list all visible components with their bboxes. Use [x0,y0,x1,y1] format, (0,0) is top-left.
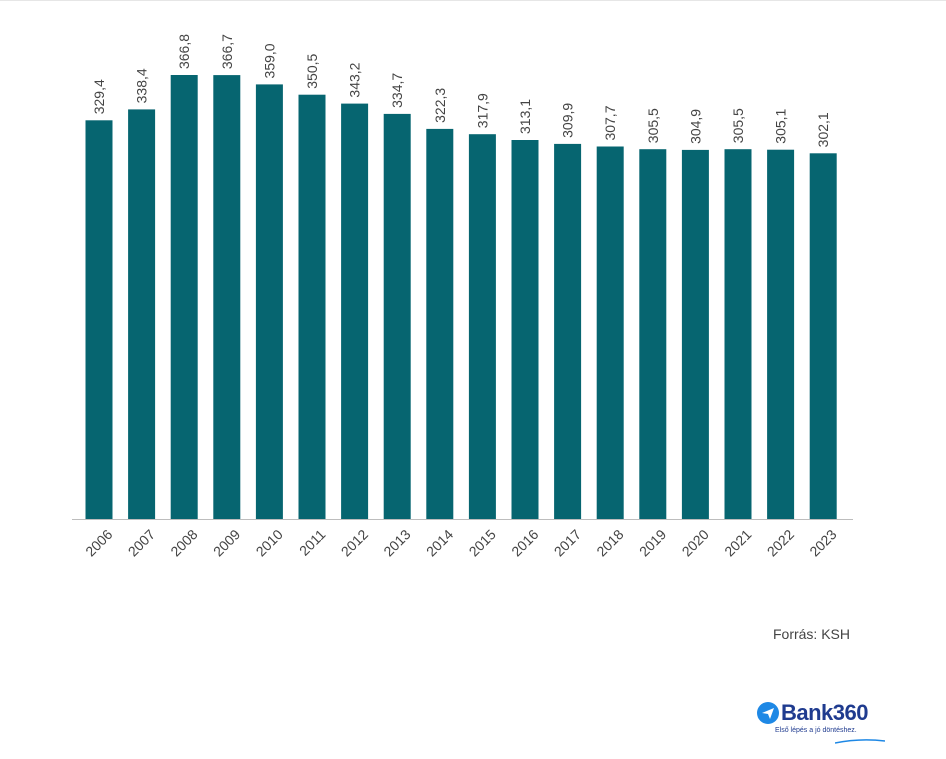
value-label: 302,1 [815,112,831,147]
x-tick-label: 2021 [721,526,754,559]
value-label: 305,5 [730,108,746,143]
value-label: 334,7 [389,73,405,108]
bar-2013 [383,113,411,520]
bar-2018 [596,146,624,519]
brand-logo: Bank360 Első lépés a jó döntéshez. [757,700,887,745]
value-label: 322,3 [432,88,448,123]
value-label: 307,7 [602,105,618,140]
bar-2008 [170,75,198,519]
x-tick-label: 2019 [636,526,669,559]
x-tick-label: 2009 [210,526,243,559]
x-tick-label: 2018 [593,526,626,559]
bar-2017 [554,143,582,519]
source-note: Forrás: KSH [772,626,850,642]
bar-chart: 329,4 2006 338,4 2007 366,8 2008 366,7 2009 359,… [72,34,853,560]
bar-2021 [724,149,752,519]
bar-2023 [809,153,837,520]
value-label: 313,1 [517,99,533,134]
x-tick-label: 2011 [296,526,329,559]
x-tick-label: 2015 [466,526,499,559]
x-tick-label: 2007 [125,526,158,559]
value-label: 329,4 [91,79,107,114]
value-label: 317,9 [474,93,490,128]
value-label: 350,5 [304,53,320,88]
bar-2015 [468,134,496,519]
plane-icon [757,702,779,724]
value-label: 309,9 [560,103,576,138]
x-tick-label: 2020 [679,526,712,559]
x-tick-label: 2013 [380,526,413,559]
x-tick-label: 2023 [806,526,839,559]
bar-2016 [511,140,539,519]
value-label: 366,8 [176,34,192,69]
bar-2020 [681,149,709,519]
x-tick-label: 2010 [253,526,286,559]
value-label: 359,0 [261,43,277,78]
bar-2011 [298,94,326,519]
x-tick-label: 2006 [82,526,115,559]
bar-2012 [341,103,369,519]
value-label: 338,4 [134,68,150,103]
x-tick-label: 2014 [423,526,456,559]
bar-2022 [767,149,795,519]
value-label: 304,9 [687,109,703,144]
value-label: 343,2 [347,62,363,97]
bar-2010 [255,84,283,520]
bar-2006 [85,120,113,520]
brand-name: Bank360 [781,700,869,725]
x-tick-label: 2016 [508,526,541,559]
bar-2007 [128,109,156,520]
value-label: 366,7 [219,34,235,69]
value-label: 305,1 [773,108,789,143]
bar-2019 [639,149,667,519]
x-tick-label: 2022 [764,526,797,559]
swoosh-icon [835,739,885,744]
bar-2009 [213,75,241,519]
bar-2014 [426,128,454,519]
x-tick-label: 2008 [167,526,200,559]
x-tick-label: 2012 [338,526,371,559]
value-label: 305,5 [645,108,661,143]
x-tick-label: 2017 [551,526,584,559]
top-divider [0,0,946,1]
brand-tagline: Első lépés a jó döntéshez. [775,727,857,734]
